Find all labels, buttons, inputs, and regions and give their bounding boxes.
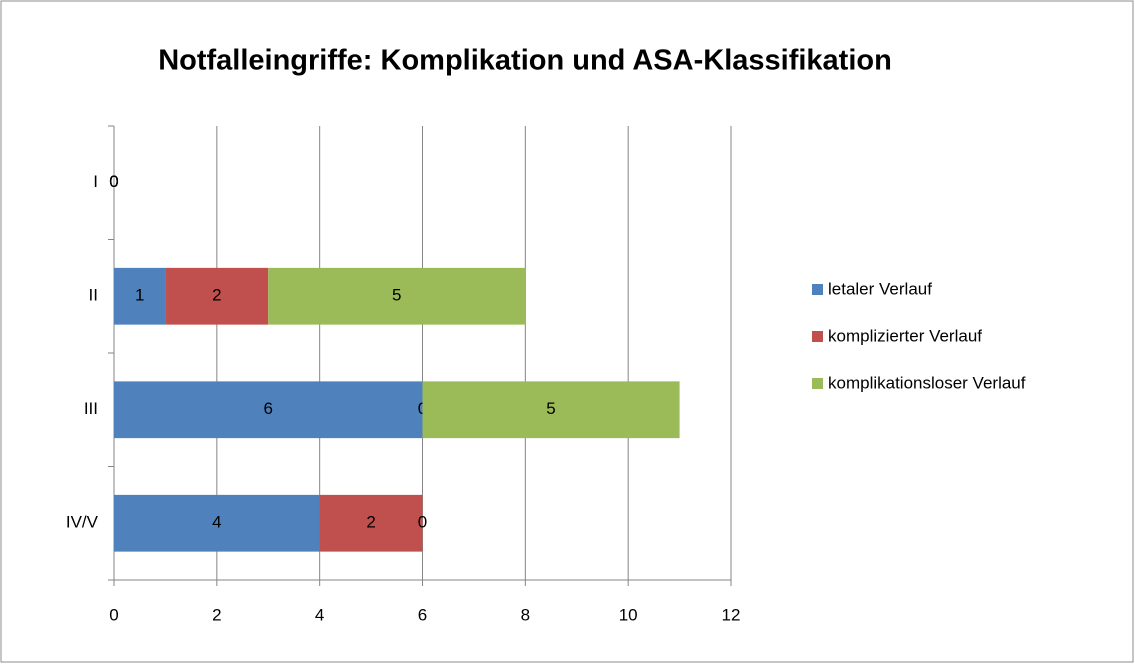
bar-segment bbox=[114, 381, 423, 439]
data-label: 2 bbox=[212, 286, 221, 305]
y-tick-label: I bbox=[93, 172, 98, 191]
legend-swatch bbox=[812, 284, 823, 295]
x-tick-label: 2 bbox=[212, 605, 221, 624]
data-label: 2 bbox=[366, 513, 375, 532]
y-tick-label: III bbox=[84, 399, 98, 418]
data-label: 0 bbox=[109, 172, 118, 191]
legend-label: letaler Verlauf bbox=[828, 279, 932, 298]
legend-label: komplikationsloser Verlauf bbox=[828, 373, 1026, 392]
data-label: 0 bbox=[109, 172, 118, 191]
y-tick-label: IV/V bbox=[66, 513, 99, 532]
x-tick-label: 8 bbox=[521, 605, 530, 624]
legend-swatch bbox=[812, 331, 823, 342]
bar-segment bbox=[114, 267, 166, 325]
x-tick-label: 10 bbox=[619, 605, 638, 624]
chart-title: Notfalleingriffe: Komplikation und ASA-K… bbox=[158, 45, 892, 77]
bar-segment bbox=[114, 494, 320, 552]
bar-segment bbox=[422, 381, 680, 439]
legend-swatch bbox=[812, 378, 823, 389]
x-tick-label: 12 bbox=[722, 605, 741, 624]
data-label: 4 bbox=[212, 513, 221, 532]
data-label: 5 bbox=[546, 399, 555, 418]
data-label: 0 bbox=[418, 513, 427, 532]
data-label: 5 bbox=[392, 286, 401, 305]
bar-segment bbox=[268, 267, 526, 325]
data-label: 0 bbox=[109, 172, 118, 191]
bar-segment bbox=[319, 494, 423, 552]
x-tick-label: 0 bbox=[109, 605, 118, 624]
x-tick-label: 4 bbox=[315, 605, 324, 624]
x-tick-label: 6 bbox=[418, 605, 427, 624]
data-label: 1 bbox=[135, 286, 144, 305]
data-label: 6 bbox=[264, 399, 273, 418]
bar-segment bbox=[165, 267, 269, 325]
legend-label: komplizierter Verlauf bbox=[828, 326, 982, 345]
y-tick-label: II bbox=[89, 286, 98, 305]
